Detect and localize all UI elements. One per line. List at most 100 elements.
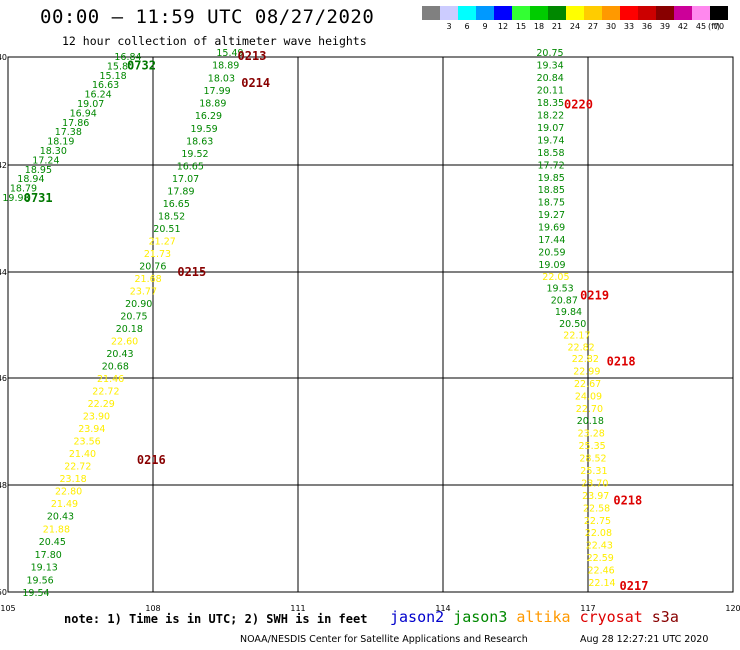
scale-bin: 3: [440, 6, 458, 31]
scale-bin-label: 39: [659, 22, 671, 31]
scale-bin: 18: [530, 6, 548, 31]
pass-time-label: 0218: [607, 354, 636, 368]
scale-bin-label: 42: [677, 22, 689, 31]
wave-height-value: 24.09: [575, 391, 602, 402]
wave-height-value: 19.84: [555, 307, 582, 318]
wave-height-value: 23.90: [83, 411, 110, 422]
wave-height-value: 18.03: [208, 73, 235, 84]
scale-bin: 24: [566, 6, 584, 31]
wave-height-value: 20.68: [102, 361, 129, 372]
wave-height-value: 25.31: [580, 466, 607, 477]
wave-height-value: 16.24: [84, 90, 111, 101]
wave-height-value: 15.18: [99, 71, 126, 82]
scale-bin-label: 12: [497, 22, 509, 31]
scale-swatch: [440, 6, 458, 20]
wave-height-value: 20.43: [47, 512, 74, 523]
wave-height-value: 18.30: [40, 146, 67, 157]
wave-height-value: 20.87: [551, 295, 578, 306]
scale-bin: 42: [674, 6, 692, 31]
wave-height-value: 19.07: [537, 123, 564, 134]
scale-swatch: [620, 6, 638, 20]
wave-height-value: 23.97: [582, 491, 609, 502]
wave-height-value: 20.45: [39, 537, 66, 548]
wave-height-value: 17.24: [32, 155, 59, 166]
pass-time-label: 0216: [137, 453, 166, 467]
wave-height-value: 19.53: [546, 284, 573, 295]
longitude-label: 111: [290, 604, 305, 613]
pass-time-label: 0217: [620, 579, 649, 593]
scale-bin-label: 30: [605, 22, 617, 31]
wave-height-value: 19.34: [536, 61, 563, 72]
latitude-label: 42: [0, 161, 7, 170]
latitude-label: 40: [0, 53, 7, 62]
wave-height-value: 21.88: [43, 525, 70, 536]
wave-height-value: 19.85: [538, 173, 565, 184]
wave-height-value: 22.05: [542, 272, 569, 283]
wave-height-value: 18.95: [25, 165, 52, 176]
wave-height-value: 17.86: [62, 118, 89, 129]
scale-swatch: [710, 6, 728, 20]
wave-height-value: 21.49: [51, 499, 78, 510]
scale-bin: 12: [494, 6, 512, 31]
wave-height-value: 22.72: [92, 386, 119, 397]
scale-bin: [422, 6, 440, 31]
scale-bin: 21: [548, 6, 566, 31]
pass-time-label: 0732: [127, 59, 156, 73]
scale-bin-label: 21: [551, 22, 563, 31]
wave-height-value: 22.80: [55, 486, 82, 497]
wave-height-value: 17.72: [537, 160, 564, 171]
wave-height-value: 23.70: [581, 478, 608, 489]
wave-height-value: 22.43: [586, 541, 613, 552]
wave-height-value: 16.94: [70, 108, 97, 119]
scale-bin: 36: [638, 6, 656, 31]
scale-swatch: [674, 6, 692, 20]
wave-height-value: 20.51: [153, 224, 180, 235]
wave-height-value: 18.89: [212, 61, 239, 72]
wave-height-value: 19.54: [22, 588, 49, 599]
legend-altika: altika: [516, 608, 571, 626]
wave-height-value: 18.52: [158, 211, 185, 222]
page-title: 00:00 – 11:59 UTC 08/27/2020: [40, 6, 375, 28]
scale-bin-label: 27: [587, 22, 599, 31]
wave-height-value: 25.35: [578, 441, 605, 452]
wave-height-value: 20.50: [559, 319, 586, 330]
wave-height-value: 20.18: [577, 416, 604, 427]
wave-height-value: 23.94: [78, 424, 105, 435]
scale-bin-label: 33: [623, 22, 635, 31]
wave-height-value: 23.18: [59, 474, 86, 485]
wave-height-value: 17.80: [35, 550, 62, 561]
pass-time-label: 0213: [238, 49, 267, 63]
scale-bin-label: 24: [569, 22, 581, 31]
wave-height-value: 20.43: [106, 349, 133, 360]
wave-height-value: 22.29: [88, 399, 115, 410]
latitude-label: 44: [0, 268, 7, 277]
legend-jason2: jason2: [390, 608, 445, 626]
wave-height-value: 22.17: [563, 331, 590, 342]
scale-bin-label: 15: [515, 22, 527, 31]
units-note: note: 1) Time is in UTC; 2) SWH is in fe…: [64, 612, 368, 626]
wave-height-value: 20.90: [125, 299, 152, 310]
wave-height-value: 20.75: [120, 311, 147, 322]
wave-height-value: 20.84: [537, 73, 564, 84]
wave-height-value: 23.77: [130, 286, 157, 297]
pass-time-label: 0219: [580, 289, 609, 303]
scale-swatch: [566, 6, 584, 20]
legend-s3a: s3a: [651, 608, 679, 626]
scale-swatch: [548, 6, 566, 20]
wave-height-value: 18.94: [17, 174, 44, 185]
wave-height-value: 22.70: [576, 404, 603, 415]
wave-height-value: 21.73: [144, 249, 171, 260]
scale-swatch: [602, 6, 620, 20]
wave-height-value: 19.74: [537, 135, 564, 146]
wave-height-value: 17.07: [172, 174, 199, 185]
scale-bin: 27: [584, 6, 602, 31]
wave-height-value: 22.72: [64, 461, 91, 472]
wave-height-value: 19.52: [181, 149, 208, 160]
scale-swatch: [476, 6, 494, 20]
wave-height-value: 15.80: [107, 61, 134, 72]
wave-height-value: 22.14: [588, 578, 615, 589]
wave-height-value: 18.63: [186, 136, 213, 147]
wave-height-value: 18.58: [537, 148, 564, 159]
wave-height-value: 21.40: [69, 449, 96, 460]
scale-bin: 39: [656, 6, 674, 31]
